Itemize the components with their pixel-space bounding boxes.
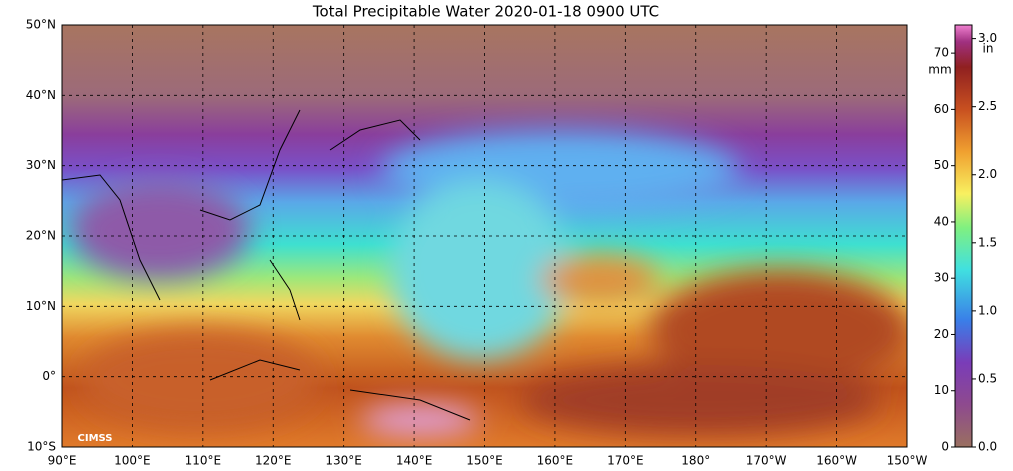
in-tick-label: 1.5 [978,235,997,249]
mm-tick-label: 60 [934,102,949,116]
in-tick-label: 0.0 [978,440,997,454]
lat-label: 20°N [26,229,56,243]
lon-label: 100°E [114,454,151,468]
lon-label: 130°E [325,454,362,468]
lon-label: 170°W [746,454,787,468]
lon-label: 110°E [185,454,222,468]
mm-tick-label: 30 [934,271,949,285]
colorbar [954,24,973,448]
lon-label: 90°E [48,454,77,468]
lat-label: 40°N [26,88,56,102]
lon-label: 180° [681,454,710,468]
in-tick-label: 0.5 [978,371,997,385]
coastline [62,109,471,421]
mm-tick-label: 10 [934,383,949,397]
lon-label: 150°E [466,454,503,468]
logo: CIMSS [78,433,113,444]
mm-tick-label: 20 [934,327,949,341]
lat-label: 0° [42,369,56,383]
lat-label: 10°N [26,299,56,313]
mm-unit: mm [928,63,951,77]
mm-tick-label: 70 [934,46,949,60]
lon-label: 160°E [537,454,574,468]
lon-label: 140°E [396,454,433,468]
title: Total Precipitable Water 2020-01-18 0900… [312,3,659,21]
mm-tick-label: 50 [934,158,949,172]
lat-label: 10°S [27,440,56,454]
lat-label: 50°N [26,18,56,32]
lon-label: 120°E [255,454,292,468]
lon-label: 150°W [887,454,928,468]
in-tick-label: 2.0 [978,167,997,181]
mm-tick-label: 0 [941,440,949,454]
lat-label: 30°N [26,158,56,172]
lon-label: 170°E [607,454,644,468]
lon-label: 160°W [816,454,857,468]
in-tick-label: 3.0 [978,31,997,45]
mm-tick-label: 40 [934,214,949,228]
in-tick-label: 2.5 [978,99,997,113]
in-tick-label: 1.0 [978,303,997,317]
in-unit: in [983,42,994,56]
